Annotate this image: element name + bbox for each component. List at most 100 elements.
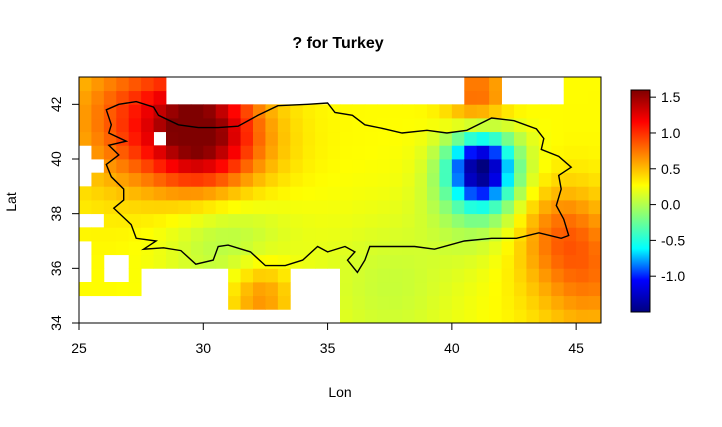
heatmap-cell	[427, 227, 440, 242]
heatmap-cell	[476, 295, 490, 310]
heatmap-cell	[576, 145, 589, 160]
heatmap-cell	[253, 131, 266, 146]
heatmap-cell	[340, 227, 353, 242]
heatmap-cell	[451, 282, 465, 297]
heatmap-cell	[103, 200, 117, 215]
heatmap-cell	[563, 104, 577, 119]
heatmap-cell	[576, 309, 589, 324]
heatmap-cell	[128, 200, 142, 215]
heatmap-cell	[228, 104, 241, 119]
heatmap-cell	[327, 118, 341, 133]
heatmap-cell	[489, 131, 502, 146]
heatmap-cell	[228, 295, 241, 310]
heatmap-cell	[178, 145, 192, 160]
x-tick-label: 35	[320, 340, 336, 356]
heatmap-cell	[265, 254, 279, 269]
heatmap-cell	[414, 145, 428, 160]
heatmap-cell	[377, 254, 391, 269]
heatmap-cell	[451, 254, 465, 269]
heatmap-cell	[489, 213, 502, 228]
colorbar-ticks: 1.5 1.0 0.5 0.0 -0.5 -1.0	[650, 89, 685, 284]
heatmap-cell	[526, 254, 540, 269]
heatmap-cell	[538, 172, 552, 187]
heatmap-cell	[501, 104, 515, 119]
heatmap-cell	[451, 268, 465, 283]
heatmap-cell	[352, 159, 366, 174]
heatmap-cell	[514, 131, 527, 146]
heatmap-cell	[302, 131, 316, 146]
heatmap-cell	[464, 90, 478, 105]
heatmap-cell	[538, 309, 552, 324]
heatmap-cell	[203, 145, 217, 160]
heatmap-cell	[364, 200, 378, 215]
heatmap-cell	[364, 159, 378, 174]
heatmap-cell	[489, 295, 502, 310]
heatmap-cell	[588, 77, 602, 92]
heatmap-cell	[228, 241, 241, 256]
heatmap-cell	[377, 131, 391, 146]
heatmap-cell	[290, 227, 304, 242]
heatmap-cell	[588, 268, 602, 283]
heatmap-cell	[451, 200, 465, 215]
heatmap-cell	[514, 104, 527, 119]
heatmap-cell	[538, 295, 552, 310]
colorbar-tick-label: 1.0	[661, 125, 681, 141]
heatmap-cell	[427, 309, 440, 324]
heatmap-cell	[128, 282, 142, 297]
heatmap-cell	[439, 254, 453, 269]
heatmap-cell	[290, 118, 304, 133]
heatmap-cell	[141, 254, 154, 269]
heatmap-cell	[501, 131, 515, 146]
heatmap-cell	[501, 172, 515, 187]
x-tick-label: 40	[444, 340, 460, 356]
heatmap-cell	[116, 282, 130, 297]
heatmap-cell	[153, 104, 167, 119]
heatmap-cell	[414, 268, 428, 283]
heatmap-cell	[277, 159, 291, 174]
heatmap-cell	[128, 213, 142, 228]
heatmap-cell	[128, 104, 142, 119]
heatmap-cell	[563, 200, 577, 215]
heatmap-cell	[526, 282, 540, 297]
heatmap-cell	[439, 159, 453, 174]
heatmap-cell	[315, 227, 328, 242]
heatmap-cell	[203, 159, 217, 174]
heatmap-cell	[203, 172, 217, 187]
heatmap-cell	[414, 282, 428, 297]
heatmap-cell	[302, 186, 316, 201]
heatmap-cell	[315, 186, 328, 201]
heatmap-cell	[340, 118, 353, 133]
heatmap-cell	[402, 282, 415, 297]
heatmap-cell	[190, 131, 204, 146]
heatmap-cell	[526, 295, 540, 310]
colorbar-tick-label: -1.0	[661, 268, 685, 284]
heatmap-cell	[514, 159, 527, 174]
heatmap-cell	[128, 241, 142, 256]
heatmap-cell	[364, 268, 378, 283]
heatmap-cell	[501, 227, 515, 242]
heatmap-cell	[265, 118, 279, 133]
heatmap-cell	[501, 268, 515, 283]
heatmap-cell	[178, 227, 192, 242]
heatmap-cell	[128, 145, 142, 160]
heatmap-cell	[402, 227, 415, 242]
heatmap-cell	[91, 200, 105, 215]
heatmap-cell	[588, 309, 602, 324]
heatmap-cell	[228, 186, 241, 201]
heatmap-cell	[141, 172, 154, 187]
heatmap-cell	[302, 227, 316, 242]
heatmap-cell	[563, 241, 577, 256]
heatmap-cell	[538, 200, 552, 215]
heatmap-cell	[141, 213, 154, 228]
heatmap-cell	[389, 131, 403, 146]
heatmap-cell	[414, 200, 428, 215]
heatmap-cell	[352, 145, 366, 160]
heatmap-cell	[389, 118, 403, 133]
heatmap-cell	[141, 131, 154, 146]
heatmap-cell	[576, 77, 589, 92]
heatmap-cell	[501, 282, 515, 297]
heatmap-cell	[178, 172, 192, 187]
heatmap-cell	[116, 159, 130, 174]
heatmap-cell	[551, 118, 565, 133]
heatmap-cell	[377, 268, 391, 283]
